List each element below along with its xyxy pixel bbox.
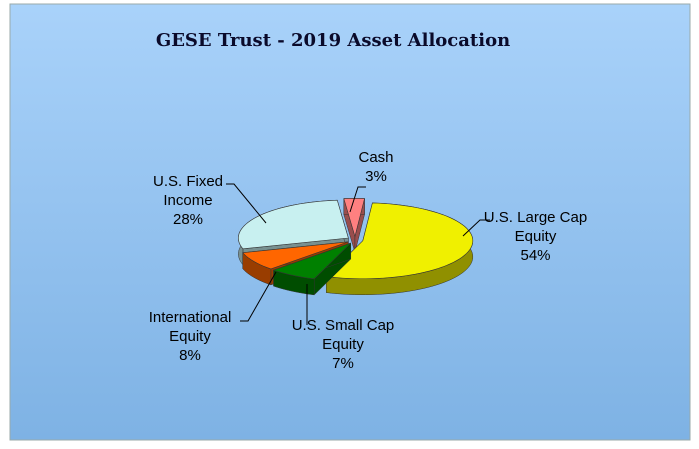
- slice-label: U.S. Fixed Income 28%: [141, 172, 235, 229]
- leader-line: [349, 186, 366, 213]
- value-label: 3%: [365, 168, 387, 185]
- category-name: International Equity: [148, 309, 232, 345]
- pie-slice: [325, 202, 474, 280]
- slice-label: U.S. Small Cap Equity 7%: [285, 316, 401, 373]
- pie-slice: [272, 242, 351, 280]
- slice: [272, 242, 352, 296]
- value-label: 7%: [332, 355, 354, 372]
- slice: [325, 202, 474, 295]
- slice-label: International Equity 8%: [135, 308, 245, 365]
- category-name: U.S. Large Cap Equity: [483, 209, 588, 245]
- leader-line: [226, 183, 267, 224]
- pie-slice: [238, 199, 349, 250]
- value-label: 28%: [172, 211, 204, 228]
- slice-label: Cash 3%: [346, 148, 406, 186]
- category-name: Cash: [358, 149, 394, 166]
- category-name: U.S. Small Cap Equity: [291, 317, 395, 353]
- value-label: 54%: [520, 247, 551, 264]
- value-label: 8%: [179, 347, 201, 364]
- chart-title: GESE Trust - 2019 Asset Allocation: [156, 30, 510, 51]
- category-name: U.S. Fixed Income: [152, 173, 224, 209]
- pie-slice: [242, 241, 349, 270]
- leader-line: [462, 219, 490, 237]
- slice-label: U.S. Large Cap Equity 54%: [478, 208, 593, 265]
- leader-line: [240, 271, 277, 322]
